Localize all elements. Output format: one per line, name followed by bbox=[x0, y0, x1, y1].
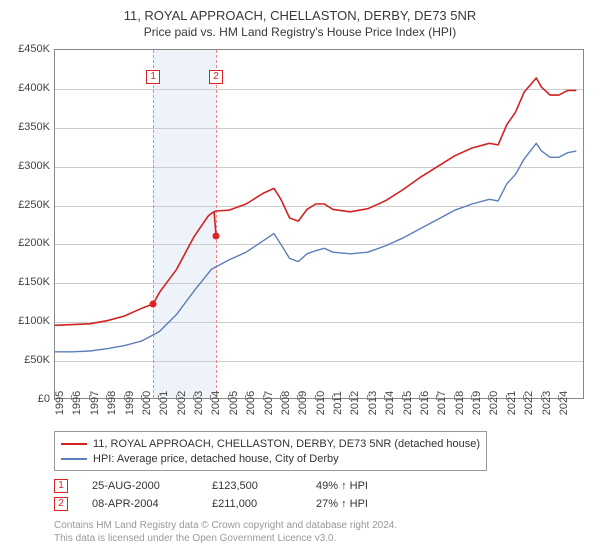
x-axis-label: 1997 bbox=[89, 391, 101, 415]
y-axis-label: £150K bbox=[12, 276, 50, 288]
y-axis-label: £450K bbox=[12, 43, 50, 55]
y-axis-label: £300K bbox=[12, 160, 50, 172]
x-axis-label: 1998 bbox=[106, 391, 118, 415]
x-axis-label: 2017 bbox=[436, 391, 448, 415]
legend-swatch bbox=[61, 443, 87, 445]
event-marker-chart: 1 bbox=[146, 70, 160, 84]
chart-legend: 11, ROYAL APPROACH, CHELLASTON, DERBY, D… bbox=[54, 431, 487, 471]
attribution-line: This data is licensed under the Open Gov… bbox=[54, 532, 588, 545]
y-axis-label: £50K bbox=[12, 354, 50, 366]
x-axis-label: 2013 bbox=[367, 391, 379, 415]
event-marker: 1 bbox=[54, 479, 68, 493]
x-axis-label: 2014 bbox=[384, 391, 396, 415]
legend-item: 11, ROYAL APPROACH, CHELLASTON, DERBY, D… bbox=[61, 436, 480, 451]
x-axis-label: 2015 bbox=[402, 391, 414, 415]
y-axis-label: £200K bbox=[12, 237, 50, 249]
x-axis-label: 2020 bbox=[488, 391, 500, 415]
legend-label: HPI: Average price, detached house, City… bbox=[93, 453, 339, 465]
y-axis-label: £350K bbox=[12, 121, 50, 133]
y-axis-label: £0 bbox=[12, 393, 50, 405]
x-axis-label: 2011 bbox=[332, 391, 344, 415]
x-axis-label: 2008 bbox=[280, 391, 292, 415]
x-axis-label: 2004 bbox=[210, 391, 222, 415]
x-axis-label: 2005 bbox=[228, 391, 240, 415]
event-row: 1 25-AUG-2000 £123,500 49% ↑ HPI bbox=[54, 477, 588, 495]
plot-area: 12 bbox=[54, 49, 584, 399]
event-marker: 2 bbox=[54, 497, 68, 511]
y-axis-label: £400K bbox=[12, 82, 50, 94]
price-chart: 12 £0£50K£100K£150K£200K£250K£300K£350K£… bbox=[12, 45, 588, 425]
event-date: 08-APR-2004 bbox=[92, 498, 188, 510]
y-axis-label: £100K bbox=[12, 315, 50, 327]
event-marker-chart: 2 bbox=[209, 70, 223, 84]
x-axis-label: 2002 bbox=[176, 391, 188, 415]
x-axis-label: 2019 bbox=[471, 391, 483, 415]
x-axis-label: 2022 bbox=[523, 391, 535, 415]
x-axis-label: 1999 bbox=[124, 391, 136, 415]
x-axis-label: 2006 bbox=[245, 391, 257, 415]
event-price: £211,000 bbox=[212, 498, 292, 510]
event-price: £123,500 bbox=[212, 480, 292, 492]
x-axis-label: 2023 bbox=[541, 391, 553, 415]
series-hpi bbox=[55, 143, 576, 351]
series-property bbox=[55, 78, 576, 325]
event-pct: 49% ↑ HPI bbox=[316, 480, 406, 492]
x-axis-label: 2009 bbox=[297, 391, 309, 415]
x-axis-label: 1996 bbox=[71, 391, 83, 415]
sale-events: 1 25-AUG-2000 £123,500 49% ↑ HPI 2 08-APR-200… bbox=[54, 477, 588, 513]
x-axis-label: 2003 bbox=[193, 391, 205, 415]
event-date: 25-AUG-2000 bbox=[92, 480, 188, 492]
x-axis-label: 2012 bbox=[349, 391, 361, 415]
y-axis-label: £250K bbox=[12, 199, 50, 211]
x-axis-label: 2021 bbox=[506, 391, 518, 415]
legend-item: HPI: Average price, detached house, City… bbox=[61, 451, 480, 466]
legend-label: 11, ROYAL APPROACH, CHELLASTON, DERBY, D… bbox=[93, 438, 480, 450]
page-subtitle: Price paid vs. HM Land Registry's House … bbox=[12, 25, 588, 39]
sale-point-dot bbox=[213, 232, 220, 239]
x-axis-label: 2001 bbox=[158, 391, 170, 415]
sale-point-dot bbox=[150, 300, 157, 307]
attribution: Contains HM Land Registry data © Crown c… bbox=[54, 519, 588, 545]
x-axis-label: 2018 bbox=[454, 391, 466, 415]
x-axis-label: 2016 bbox=[419, 391, 431, 415]
x-axis-label: 2000 bbox=[141, 391, 153, 415]
x-axis-label: 2007 bbox=[263, 391, 275, 415]
event-pct: 27% ↑ HPI bbox=[316, 498, 406, 510]
x-axis-label: 2010 bbox=[315, 391, 327, 415]
x-axis-label: 1995 bbox=[54, 391, 66, 415]
page-title: 11, ROYAL APPROACH, CHELLASTON, DERBY, D… bbox=[12, 8, 588, 23]
x-axis-label: 2024 bbox=[558, 391, 570, 415]
attribution-line: Contains HM Land Registry data © Crown c… bbox=[54, 519, 588, 532]
chart-svg bbox=[55, 50, 585, 400]
event-row: 2 08-APR-2004 £211,000 27% ↑ HPI bbox=[54, 495, 588, 513]
legend-swatch bbox=[61, 458, 87, 460]
